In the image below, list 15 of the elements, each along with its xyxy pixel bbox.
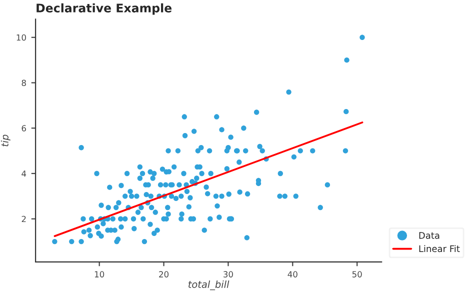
chart-title: Declarative Example — [36, 3, 172, 15]
x-axis-title: total_bill — [188, 280, 230, 290]
legend-label: Linear Fit — [419, 245, 460, 252]
x-tick-label: 30 — [224, 271, 233, 278]
x-tick-label: 40 — [288, 271, 298, 278]
y-tick-label: 8 — [22, 80, 26, 86]
y-axis-title: tip — [0, 134, 10, 146]
y-tick-label: 10 — [16, 34, 26, 41]
legend-label: Data — [419, 232, 440, 239]
x-tick-label: 10 — [94, 271, 104, 278]
y-tick-label: 4 — [22, 170, 26, 177]
y-tick-label: 6 — [22, 125, 26, 132]
x-tick-label: 20 — [159, 271, 169, 278]
y-tick-label: 2 — [22, 216, 26, 222]
x-tick-label: 50 — [352, 271, 362, 278]
